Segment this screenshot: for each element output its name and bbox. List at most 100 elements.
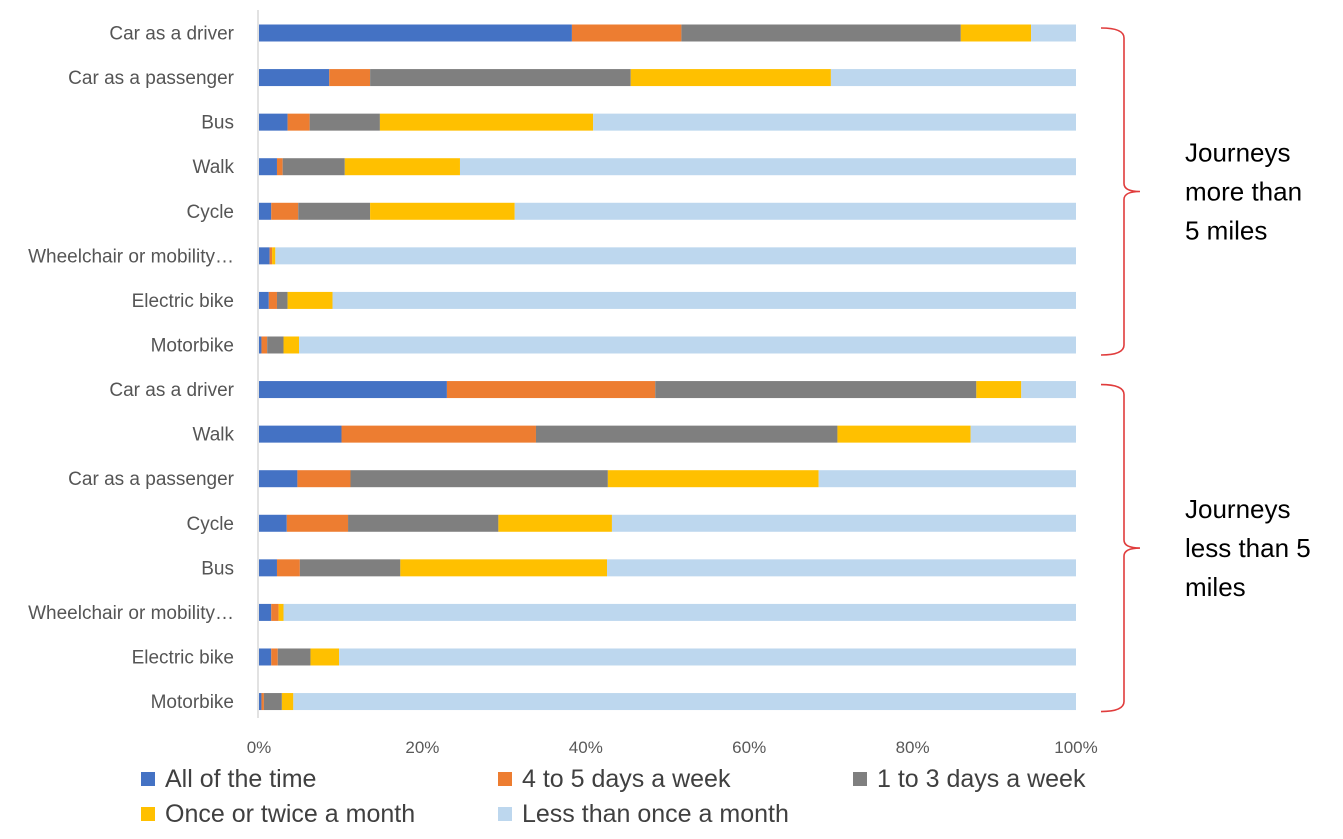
- legend-swatch: [141, 772, 155, 786]
- bar-segment: [329, 69, 371, 87]
- legend-label: Once or twice a month: [165, 800, 415, 828]
- category-label: Wheelchair or mobility…: [28, 603, 234, 624]
- bar-segment: [259, 381, 447, 399]
- bar-segment: [259, 291, 269, 309]
- bar-segment: [282, 158, 345, 176]
- bar-segment: [498, 514, 612, 532]
- bar-segment: [400, 559, 608, 577]
- category-label: Electric bike: [132, 291, 234, 312]
- bar-segment: [1021, 381, 1076, 399]
- bar-segment: [261, 336, 268, 354]
- bar-segment: [278, 603, 284, 621]
- group-label-line: Journeys: [1185, 494, 1291, 524]
- bar-segment: [261, 693, 264, 711]
- bar-segment: [960, 24, 1032, 42]
- bar-segment: [287, 291, 333, 309]
- bar-segment: [970, 425, 1076, 443]
- bar-segment: [281, 693, 294, 711]
- group-label-line: less than 5: [1185, 533, 1311, 563]
- bar-segment: [271, 202, 299, 220]
- group-label-line: Journeys: [1185, 138, 1291, 168]
- bar-segment: [535, 425, 838, 443]
- group-label-line: miles: [1185, 572, 1246, 602]
- bar-segment: [332, 291, 1076, 309]
- legend-swatch: [498, 807, 512, 821]
- category-label: Motorbike: [151, 692, 234, 713]
- bar-segment: [309, 113, 380, 131]
- group-label-line: more than: [1185, 177, 1302, 207]
- bar-segment: [593, 113, 1076, 131]
- legend-label: 4 to 5 days a week: [522, 765, 731, 793]
- legend-swatch: [498, 772, 512, 786]
- bar-segment: [268, 291, 277, 309]
- bar-segment: [310, 648, 340, 666]
- legend-label: Less than once a month: [522, 800, 789, 828]
- category-label: Car as a driver: [109, 380, 234, 401]
- bar-segment: [630, 69, 831, 87]
- legend-swatch: [853, 772, 867, 786]
- bar-segment: [607, 470, 819, 488]
- category-label: Car as a passenger: [68, 68, 234, 89]
- bar-segment: [276, 158, 283, 176]
- bar-segment: [276, 559, 300, 577]
- bar-segment: [830, 69, 1076, 87]
- bar-segment: [276, 291, 288, 309]
- bar-segment: [259, 648, 272, 666]
- category-label: Electric bike: [132, 647, 234, 668]
- bar-segment: [681, 24, 961, 42]
- bar-segment: [818, 470, 1076, 488]
- bar-segment: [283, 336, 300, 354]
- bar-segment: [344, 158, 460, 176]
- bar-segment: [259, 202, 272, 220]
- bar-segment: [287, 113, 310, 131]
- bar-segment: [271, 648, 278, 666]
- bar-segment: [269, 247, 273, 265]
- group-bracket: [1100, 27, 1141, 356]
- bar-segment: [293, 693, 1076, 711]
- bar-segment: [370, 202, 515, 220]
- bar-segment: [341, 425, 536, 443]
- bar-segment: [348, 514, 499, 532]
- category-label: Bus: [201, 558, 234, 579]
- bar-segment: [1031, 24, 1076, 42]
- bar-segment: [446, 381, 656, 399]
- bar-segment: [259, 559, 277, 577]
- bar-segment: [283, 603, 1076, 621]
- bar-segment: [571, 24, 682, 42]
- legend-label: All of the time: [165, 765, 316, 793]
- bar-segment: [379, 113, 594, 131]
- x-tick-label: 0%: [247, 738, 272, 757]
- x-tick-label: 20%: [405, 738, 439, 757]
- bar-segment: [299, 559, 401, 577]
- bar-segment: [976, 381, 1022, 399]
- category-label: Walk: [192, 157, 234, 178]
- group-bracket: [1100, 383, 1141, 713]
- bar-segment: [259, 24, 572, 42]
- bar-segment: [259, 693, 262, 711]
- bar-segment: [611, 514, 1076, 532]
- bar-segment: [259, 247, 270, 265]
- bar-segment: [607, 559, 1076, 577]
- bar-segment: [263, 693, 282, 711]
- category-label: Car as a driver: [109, 24, 234, 45]
- bar-segment: [259, 425, 342, 443]
- legend-label: 1 to 3 days a week: [877, 765, 1086, 793]
- bar-segment: [271, 603, 279, 621]
- bar-segment: [837, 425, 971, 443]
- bar-segment: [459, 158, 1077, 176]
- category-label: Motorbike: [151, 335, 234, 356]
- x-tick-label: 80%: [896, 738, 930, 757]
- bar-segment: [259, 470, 298, 488]
- bar-segment: [275, 247, 1077, 265]
- legend-swatch: [141, 807, 155, 821]
- bar-segment: [655, 381, 977, 399]
- category-label: Walk: [192, 425, 234, 446]
- bar-segment: [272, 247, 276, 265]
- bar-segment: [299, 336, 1076, 354]
- x-tick-label: 40%: [569, 738, 603, 757]
- category-label: Wheelchair or mobility…: [28, 246, 234, 267]
- category-label: Car as a passenger: [68, 469, 234, 490]
- bar-segment: [350, 470, 608, 488]
- bar-segment: [259, 336, 262, 354]
